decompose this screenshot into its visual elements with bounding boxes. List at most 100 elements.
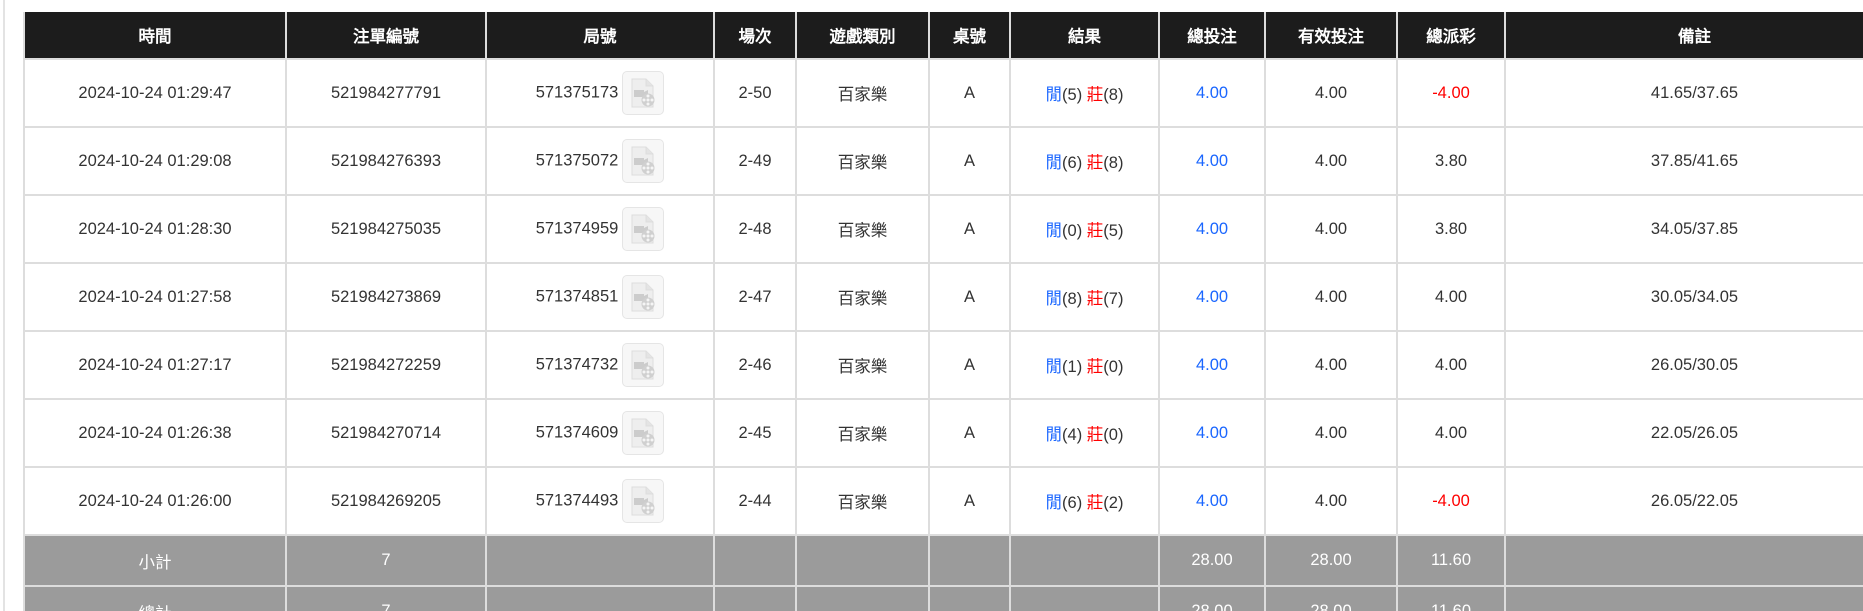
header-valid-bet[interactable]: 有效投注	[1264, 12, 1398, 60]
header-session[interactable]: 場次	[713, 12, 797, 60]
player-label: 閒	[1045, 358, 1063, 376]
cell-time: 2024-10-24 01:27:58	[23, 262, 287, 332]
cell-table-no: A	[928, 194, 1011, 264]
video-file-icon[interactable]	[622, 139, 665, 183]
header-result[interactable]: 結果	[1009, 12, 1160, 60]
cell-payout: 4.00	[1396, 330, 1506, 400]
header-round[interactable]: 局號	[485, 12, 715, 60]
cell-valid-bet: 4.00	[1264, 58, 1398, 128]
table-row: 2024-10-24 01:26:38 521984270714 5713746…	[23, 398, 1863, 468]
cell-session: 2-48	[713, 194, 797, 264]
cell-bet-id: 521984275035	[285, 194, 487, 264]
video-file-icon[interactable]	[622, 71, 665, 115]
round-number: 571375072	[535, 151, 619, 170]
cell-session: 2-49	[713, 126, 797, 196]
cell-bet-id: 521984277791	[285, 58, 487, 128]
video-file-icon[interactable]	[622, 343, 665, 387]
player-label: 閒	[1045, 426, 1063, 444]
cell-note: 30.05/34.05	[1504, 262, 1863, 332]
cell-round: 571374959	[485, 194, 715, 264]
banker-score: (8)	[1103, 86, 1124, 104]
grandtotal-total-bet: 28.00	[1158, 585, 1266, 611]
table-row: 2024-10-24 01:27:58 521984273869 5713748…	[23, 262, 1863, 332]
video-file-icon[interactable]	[622, 411, 665, 455]
video-file-icon[interactable]	[622, 275, 665, 319]
subtotal-label: 小計	[23, 534, 287, 587]
round-number: 571374851	[535, 287, 619, 306]
round-number: 571375173	[535, 83, 619, 102]
cell-game-type: 百家樂	[795, 466, 930, 536]
header-game-type[interactable]: 遊戲類別	[795, 12, 930, 60]
cell-payout: 3.80	[1396, 126, 1506, 196]
cell-valid-bet: 4.00	[1264, 194, 1398, 264]
subtotal-row: 小計 7 28.00 28.00 11.60	[23, 534, 1863, 587]
cell-time: 2024-10-24 01:26:38	[23, 398, 287, 468]
player-score: (1)	[1062, 358, 1083, 376]
banker-label: 莊	[1086, 222, 1104, 240]
player-score: (0)	[1062, 222, 1083, 240]
table-row: 2024-10-24 01:26:00 521984269205 5713744…	[23, 466, 1863, 536]
cell-table-no: A	[928, 126, 1011, 196]
subtotal-valid-bet: 28.00	[1264, 534, 1398, 587]
cell-note: 34.05/37.85	[1504, 194, 1863, 264]
cell-round: 571374609	[485, 398, 715, 468]
cell-result: 閒(6) 莊(2)	[1009, 466, 1160, 536]
cell-total-bet: 4.00	[1158, 330, 1266, 400]
video-file-icon[interactable]	[622, 479, 665, 523]
cell-game-type: 百家樂	[795, 126, 930, 196]
player-label: 閒	[1045, 290, 1063, 308]
cell-valid-bet: 4.00	[1264, 398, 1398, 468]
header-note[interactable]: 備註	[1504, 12, 1863, 60]
cell-game-type: 百家樂	[795, 330, 930, 400]
cell-time: 2024-10-24 01:27:17	[23, 330, 287, 400]
cell-table-no: A	[928, 262, 1011, 332]
banker-label: 莊	[1086, 426, 1104, 444]
banker-score: (0)	[1103, 426, 1124, 444]
cell-game-type: 百家樂	[795, 398, 930, 468]
cell-bet-id: 521984276393	[285, 126, 487, 196]
cell-time: 2024-10-24 01:28:30	[23, 194, 287, 264]
cell-round: 571375072	[485, 126, 715, 196]
player-label: 閒	[1045, 86, 1063, 104]
subtotal-payout: 11.60	[1396, 534, 1506, 587]
grandtotal-valid-bet: 28.00	[1264, 585, 1398, 611]
cell-total-bet: 4.00	[1158, 262, 1266, 332]
cell-valid-bet: 4.00	[1264, 126, 1398, 196]
cell-result: 閒(0) 莊(5)	[1009, 194, 1160, 264]
header-payout[interactable]: 總派彩	[1396, 12, 1506, 60]
cell-result: 閒(4) 莊(0)	[1009, 398, 1160, 468]
cell-game-type: 百家樂	[795, 194, 930, 264]
player-label: 閒	[1045, 494, 1063, 512]
banker-score: (2)	[1103, 494, 1124, 512]
cell-session: 2-46	[713, 330, 797, 400]
header-total-bet[interactable]: 總投注	[1158, 12, 1266, 60]
cell-table-no: A	[928, 330, 1011, 400]
round-number: 571374959	[535, 219, 619, 238]
cell-session: 2-45	[713, 398, 797, 468]
cell-table-no: A	[928, 58, 1011, 128]
banker-score: (0)	[1103, 358, 1124, 376]
cell-note: 26.05/22.05	[1504, 466, 1863, 536]
table-row: 2024-10-24 01:29:47 521984277791 5713751…	[23, 58, 1863, 128]
cell-session: 2-47	[713, 262, 797, 332]
subtotal-total-bet: 28.00	[1158, 534, 1266, 587]
cell-round: 571375173	[485, 58, 715, 128]
cell-payout: 4.00	[1396, 262, 1506, 332]
header-time[interactable]: 時間	[23, 12, 287, 60]
grandtotal-row: 總計 7 28.00 28.00 11.60	[23, 585, 1863, 611]
cell-total-bet: 4.00	[1158, 398, 1266, 468]
video-file-icon[interactable]	[622, 207, 665, 251]
banker-label: 莊	[1086, 290, 1104, 308]
cell-bet-id: 521984272259	[285, 330, 487, 400]
cell-game-type: 百家樂	[795, 58, 930, 128]
cell-table-no: A	[928, 398, 1011, 468]
header-bet-id[interactable]: 注單編號	[285, 12, 487, 60]
player-score: (6)	[1062, 154, 1083, 172]
cell-session: 2-50	[713, 58, 797, 128]
header-table-no[interactable]: 桌號	[928, 12, 1011, 60]
player-score: (8)	[1062, 290, 1083, 308]
cell-total-bet: 4.00	[1158, 466, 1266, 536]
page-left-border	[3, 0, 5, 611]
cell-table-no: A	[928, 466, 1011, 536]
cell-note: 22.05/26.05	[1504, 398, 1863, 468]
